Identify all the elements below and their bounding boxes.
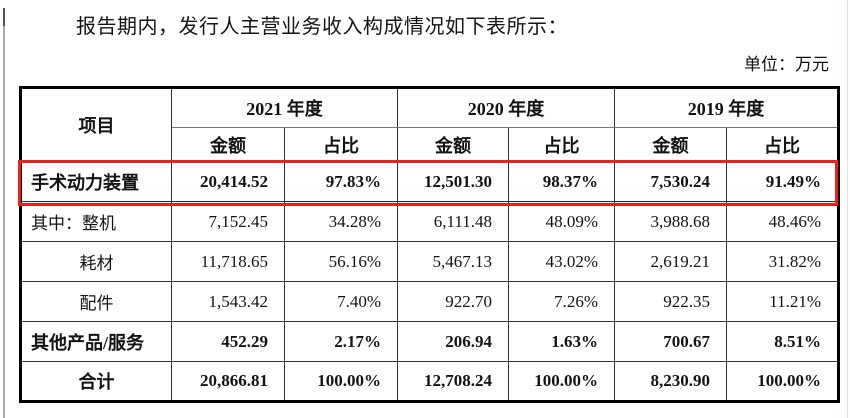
cell-amount-2020: 5,467.13 [397,241,509,282]
col-header-amount-2020: 金额 [397,127,509,162]
table-row-total: 合计 20,866.81 100.00% 12,708.24 100.00% 8… [20,361,839,402]
cell-ratio-2020: 98.37% [508,161,615,202]
col-header-year-2021: 2021 年度 [171,87,398,128]
cell-amount-2019: 3,988.68 [614,201,727,242]
table-row-surgical-power-device: 手术动力装置 20,414.52 97.83% 12,501.30 98.37%… [20,161,839,202]
header-row-subheaders: 金额 占比 金额 占比 金额 占比 [21,127,839,162]
cell-ratio-2021: 56.16% [284,241,398,282]
cell-amount-2019: 700.67 [614,321,727,362]
unit-label: 单位：万元 [744,55,829,74]
cell-ratio-2020: 48.09% [508,201,615,242]
cell-amount-2021: 452.29 [171,321,285,362]
col-header-year-2020: 2020 年度 [397,87,615,128]
cell-ratio-2021: 97.83% [284,161,398,202]
cell-amount-2020: 6,111.48 [397,201,509,242]
cell-ratio-2021: 34.28% [284,201,398,242]
cell-ratio-2021: 100.00% [284,361,398,402]
cell-amount-2019: 7,530.24 [614,161,727,202]
header-row-years: 项目 2021 年度 2020 年度 2019 年度 [20,87,839,162]
cell-ratio-2021: 7.40% [284,281,398,322]
cell-amount-2019: 2,619.21 [614,241,727,282]
table-row-consumables: 耗材 11,718.65 56.16% 5,467.13 43.02% 2,61… [20,241,839,282]
cell-amount-2019: 922.35 [614,281,727,322]
table-row-other-products-services: 其他产品/服务 452.29 2.17% 206.94 1.63% 700.67… [20,321,839,362]
cell-amount-2020: 12,708.24 [397,361,509,402]
cell-ratio-2019: 48.46% [726,201,839,242]
page-right-border-line [847,0,848,418]
cell-amount-2021: 7,152.45 [171,201,285,242]
col-header-ratio-2020: 占比 [508,127,615,162]
cell-amount-2021: 20,866.81 [171,361,285,402]
table-row-accessories: 配件 1,543.42 7.40% 922.70 7.26% 922.35 11… [20,281,839,322]
cell-amount-2020: 922.70 [397,281,509,322]
cell-amount-2019: 8,230.90 [614,361,727,402]
cell-ratio-2020: 43.02% [508,241,615,282]
cell-ratio-2019: 100.00% [726,361,839,402]
cell-ratio-2020: 1.63% [508,321,615,362]
cell-ratio-2019: 11.21% [726,281,839,322]
cell-amount-2021: 11,718.65 [171,241,285,282]
cell-ratio-2020: 100.00% [508,361,615,402]
table-row-complete-machine: 其中：整机 7,152.45 34.28% 6,111.48 48.09% 3,… [20,201,839,242]
cell-ratio-2020: 7.26% [508,281,615,322]
revenue-table-zone: 项目 2021 年度 2020 年度 2019 年度 金额 占比 金额 占比 金… [18,86,840,403]
cell-amount-2020: 206.94 [397,321,509,362]
col-header-ratio-2019: 占比 [726,127,839,162]
row-label: 其他产品/服务 [20,321,172,362]
cell-ratio-2019: 91.49% [726,161,839,202]
revenue-composition-table: 项目 2021 年度 2020 年度 2019 年度 金额 占比 金额 占比 金… [19,86,840,403]
col-header-amount-2021: 金额 [171,127,285,162]
row-label: 合计 [20,361,172,402]
cell-ratio-2021: 2.17% [284,321,398,362]
col-header-year-2019: 2019 年度 [614,87,839,128]
page-left-border-line [3,8,5,418]
cell-amount-2021: 1,543.42 [171,281,285,322]
intro-text: 报告期内，发行人主营业务收入构成情况如下表所示： [76,16,568,38]
cell-ratio-2019: 8.51% [726,321,839,362]
cell-ratio-2019: 31.82% [726,241,839,282]
row-label: 手术动力装置 [20,161,172,202]
col-header-ratio-2021: 占比 [284,127,398,162]
col-header-item: 项目 [20,87,172,162]
row-label: 其中：整机 [20,201,172,242]
cell-amount-2021: 20,414.52 [171,161,285,202]
col-header-amount-2019: 金额 [614,127,727,162]
cell-amount-2020: 12,501.30 [397,161,509,202]
row-label: 配件 [20,281,172,322]
row-label: 耗材 [20,241,172,282]
